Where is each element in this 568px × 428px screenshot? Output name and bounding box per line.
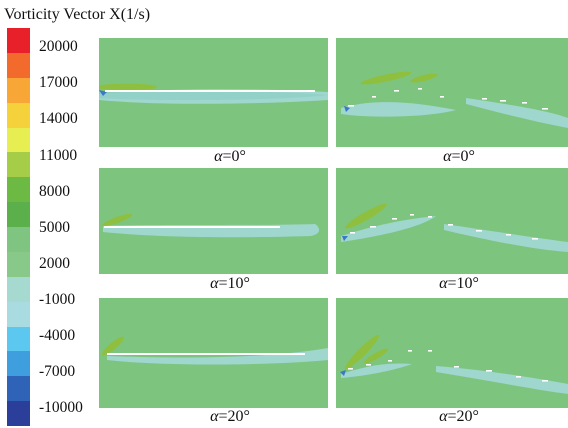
colorbar-swatch (7, 127, 30, 153)
plate (107, 353, 305, 355)
plate-fragments (348, 350, 548, 382)
positive-vortex-region (363, 348, 389, 364)
leading-edge-vortex (342, 236, 348, 241)
caption-right-alpha-20: α=20° (439, 408, 479, 425)
colorbar-tick-label: 5000 (39, 219, 70, 236)
plate-fragments (350, 214, 538, 240)
positive-vortex-region (360, 71, 412, 85)
colorbar-swatch (7, 351, 30, 377)
colorbar-swatch (7, 251, 30, 277)
positive-vortex-region (410, 73, 438, 83)
colorbar (7, 28, 30, 426)
field-background (336, 298, 568, 408)
positive-vortex-region (99, 83, 157, 91)
wake-region (341, 363, 412, 378)
panel-right-alpha-20 (336, 298, 568, 408)
wake-region (436, 366, 568, 394)
colorbar-swatch (7, 376, 30, 402)
colorbar-tick-label: 20000 (39, 38, 78, 55)
caption-right-alpha-10: α=10° (439, 275, 479, 292)
caption-left-alpha-10: α=10° (210, 275, 250, 292)
panel-right-alpha-0 (336, 38, 568, 147)
panel-right-alpha-10 (336, 168, 568, 274)
wake-region (107, 348, 328, 365)
wake-region (341, 102, 456, 117)
colorbar-tick-label: -10000 (39, 399, 83, 416)
colorbar-tick-label: -4000 (39, 327, 76, 344)
colorbar-swatch (7, 77, 30, 103)
colorbar-swatch (7, 177, 30, 203)
panel-left-alpha-0 (99, 38, 328, 147)
field-background (336, 38, 568, 147)
colorbar-tick-label: 8000 (39, 183, 70, 200)
panel-left-alpha-20 (99, 298, 328, 408)
wake-region (444, 224, 568, 252)
caption-right-alpha-0: α=0° (443, 148, 475, 165)
field-background (99, 168, 328, 274)
positive-vortex-region (101, 213, 133, 227)
colorbar-tick-label: 11000 (39, 147, 78, 164)
plate (105, 90, 315, 92)
colorbar-swatch (7, 276, 30, 302)
caption-left-alpha-0: α=0° (214, 148, 246, 165)
colorbar-swatch (7, 326, 30, 352)
colorbar-tick-label: 2000 (39, 255, 70, 272)
panel-left-alpha-10 (99, 168, 328, 274)
negative-vortex-region (99, 90, 328, 100)
positive-vortex-region (344, 334, 380, 370)
field-background (336, 168, 568, 274)
colorbar-tick-label: -1000 (39, 291, 76, 308)
plate-fragments (348, 88, 548, 110)
positive-vortex-region (345, 203, 387, 229)
colorbar-swatch (7, 202, 30, 227)
colorbar-tick-label: 17000 (39, 74, 78, 91)
colorbar-tick-label: -7000 (39, 363, 76, 380)
wake-region (341, 216, 436, 242)
colorbar-tick-label: 14000 (39, 110, 78, 127)
colorbar-swatch (7, 28, 30, 53)
colorbar-title: Vorticity Vector X(1/s) (4, 6, 151, 23)
colorbar-swatch (7, 152, 30, 178)
leading-edge-vortex (344, 106, 350, 112)
leading-edge-vortex (340, 370, 346, 376)
caption-left-alpha-20: α=20° (210, 408, 250, 425)
colorbar-swatch (7, 102, 30, 128)
colorbar-swatch (7, 52, 30, 78)
colorbar-swatch (7, 227, 30, 252)
positive-vortex-region (102, 336, 124, 356)
wake-region (466, 98, 568, 128)
colorbar-swatch (7, 401, 30, 426)
plate (104, 226, 280, 228)
colorbar-swatch (7, 301, 30, 327)
